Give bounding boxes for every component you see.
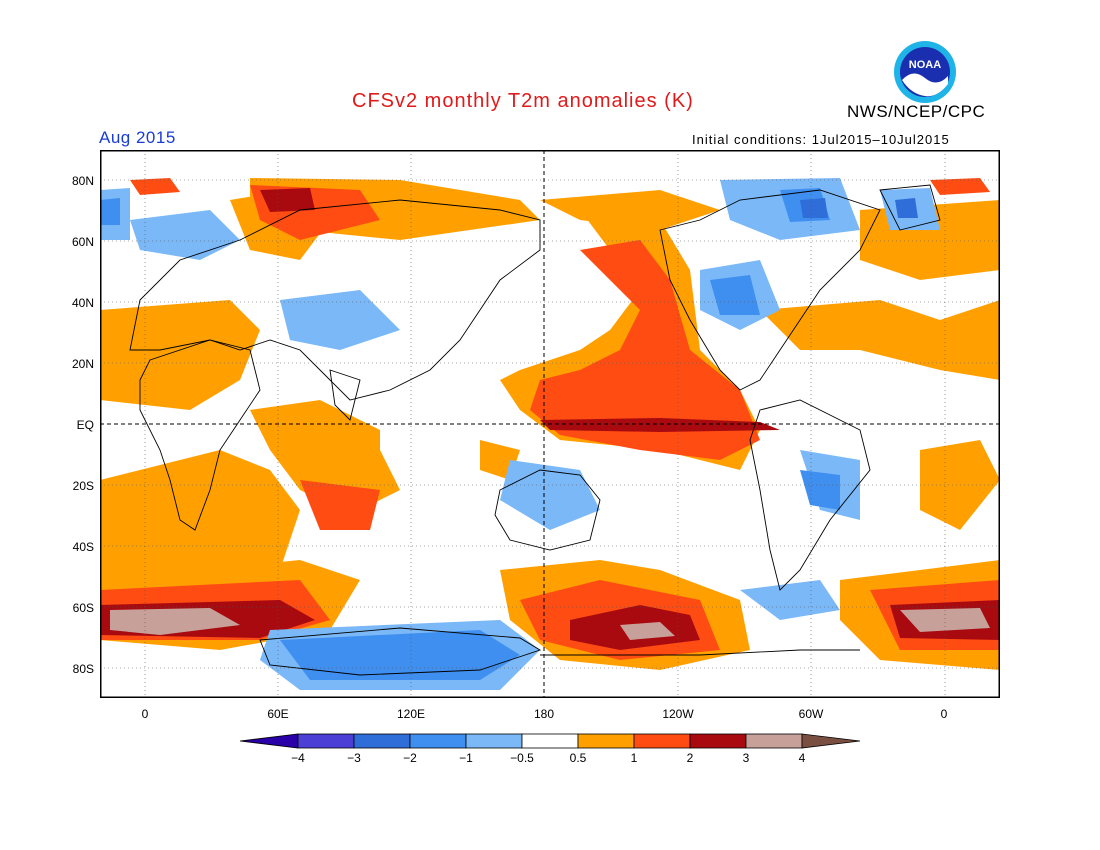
colorbar-label: −1 <box>459 751 473 765</box>
colorbar-label: −2 <box>403 751 417 765</box>
lat-label: 80N <box>71 174 94 188</box>
lon-label: 180 <box>533 707 555 721</box>
map-title: CFSv2 monthly T2m anomalies (K) <box>352 90 694 112</box>
colorbar-label: −3 <box>347 751 361 765</box>
lat-lon-grid <box>100 150 1000 698</box>
colorbar-segment <box>745 733 803 749</box>
colorbar-segment <box>577 733 635 749</box>
colorbar-label: 0.5 <box>569 751 587 765</box>
coastlines <box>129 184 941 676</box>
lon-label: 120W <box>662 707 694 721</box>
colorbar-label: 1 <box>630 751 638 765</box>
colorbar-label: 3 <box>742 751 750 765</box>
colorbar-segment <box>353 733 411 749</box>
colorbar-label: 4 <box>798 751 806 765</box>
lat-label: 20N <box>71 357 94 371</box>
colorbar-arrow-high <box>801 733 860 749</box>
lat-label: 80S <box>72 662 94 676</box>
colorbar-segment <box>409 733 467 749</box>
lat-label: EQ <box>76 418 94 432</box>
colorbar-segment <box>633 733 691 749</box>
colorbar-segment <box>521 733 579 749</box>
lat-label: 60N <box>71 235 94 249</box>
lat-label: 40S <box>72 540 94 554</box>
colorbar-segment <box>297 733 355 749</box>
noaa-logo-icon: NOAA <box>894 41 956 103</box>
colorbar-segment <box>689 733 747 749</box>
noaa-logo-text: NOAA <box>909 59 941 71</box>
anomaly-field <box>100 178 1000 690</box>
colorbar-arrow-low <box>240 733 299 749</box>
colorbar-label: −4 <box>291 751 305 765</box>
agency-label: NWS/NCEP/CPC <box>847 102 986 121</box>
lon-label: 120E <box>396 707 426 721</box>
colorbar <box>240 733 860 749</box>
lat-label: 60S <box>72 601 94 615</box>
map-frame <box>100 150 1000 698</box>
colorbar-segment <box>465 733 523 749</box>
colorbar-label: 2 <box>686 751 694 765</box>
anomaly-map <box>100 150 1000 698</box>
lon-label: 60E <box>267 707 289 721</box>
initial-conditions-label: Initial conditions: 1Jul2015–10Jul2015 <box>692 132 950 147</box>
lon-label: 0 <box>141 707 149 721</box>
valid-month-label: Aug 2015 <box>99 128 176 147</box>
lat-label: 40N <box>71 296 94 310</box>
lon-label: 60W <box>798 707 824 721</box>
lat-label: 20S <box>72 479 94 493</box>
lon-label: 0 <box>940 707 948 721</box>
colorbar-label: −0.5 <box>510 751 534 765</box>
